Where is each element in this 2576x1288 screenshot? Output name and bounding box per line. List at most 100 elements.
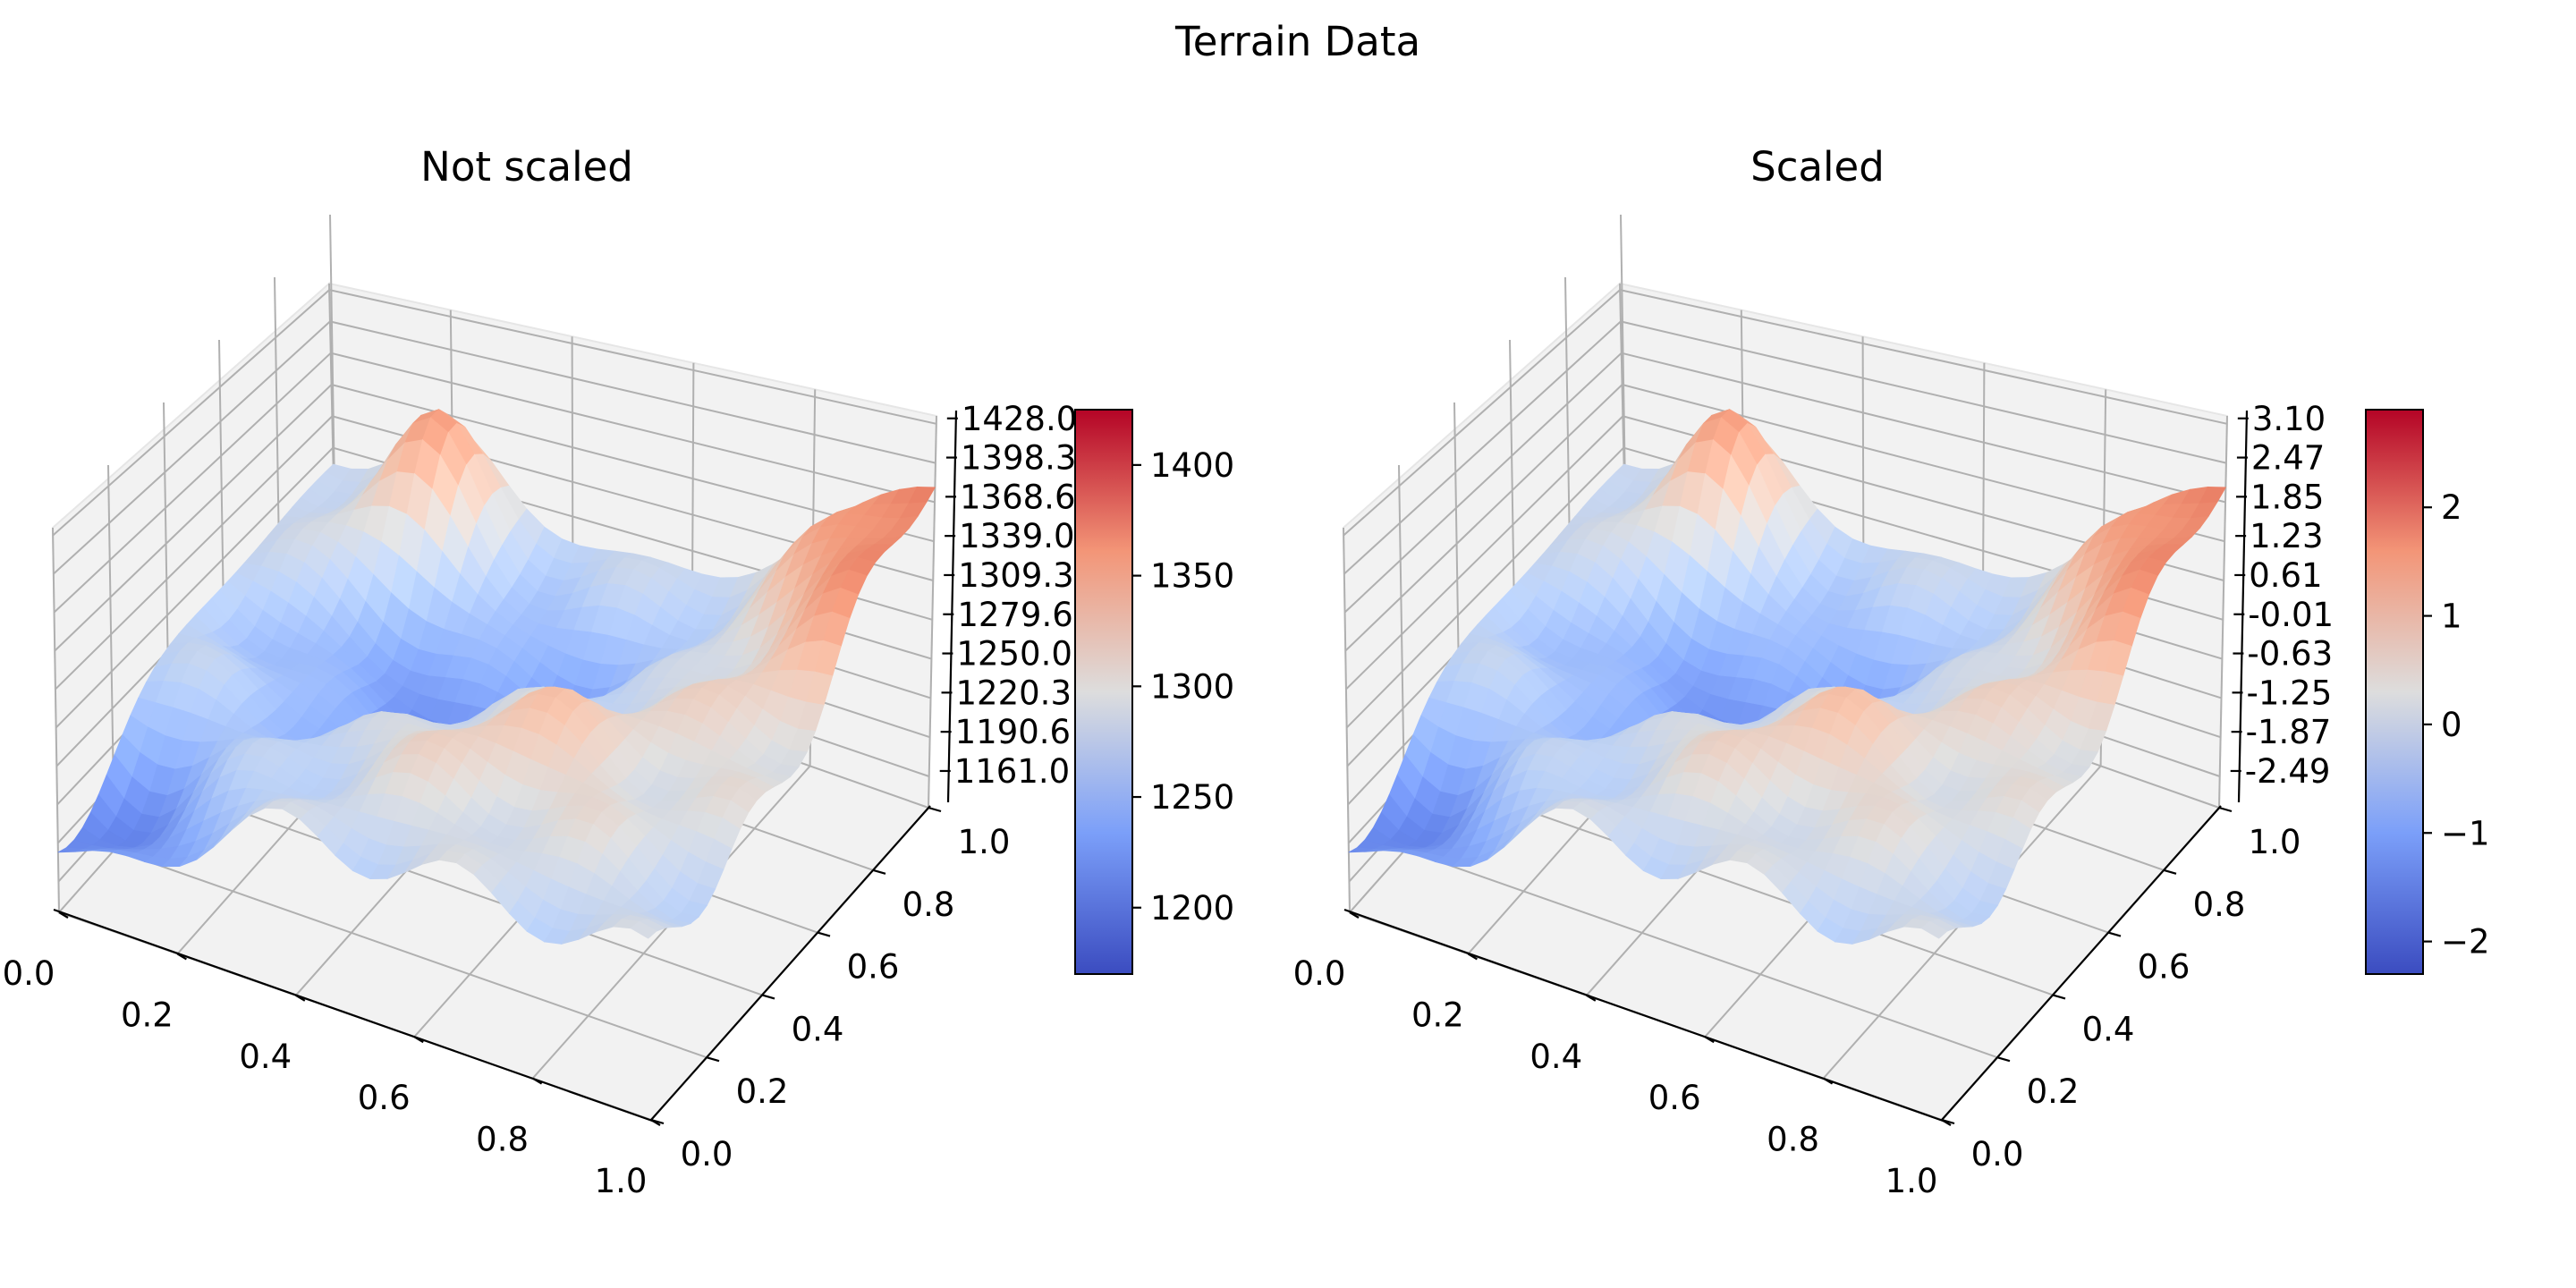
z-tick-label: -1.25 <box>2247 674 2333 712</box>
y-tick-label: 0.0 <box>1971 1135 2024 1174</box>
x-tick <box>1586 994 1597 1002</box>
colorbar-tick-label: 1350 <box>1150 557 1234 596</box>
y-tick <box>2163 869 2177 875</box>
y-tick-label: 0.4 <box>2082 1010 2135 1048</box>
y-tick <box>817 931 831 937</box>
colorbar: −2 −1 0 1 2 <box>2365 409 2490 975</box>
panel-title: Not scaled <box>420 143 633 191</box>
x-tick-label: 0.0 <box>3 954 55 993</box>
x-tick-label: 0.0 <box>1293 954 1346 993</box>
x-tick <box>1823 1077 1834 1085</box>
z-axis-line <box>2237 410 2249 803</box>
x-tick-label: 0.8 <box>1767 1121 1819 1159</box>
colorbar-tick-label: 1 <box>2441 597 2462 636</box>
panel-title: Scaled <box>1750 143 1885 191</box>
colorbar-tick-label: 0 <box>2441 706 2462 744</box>
y-tick <box>761 994 775 1000</box>
z-tick-label: 1190.6 <box>955 713 1071 751</box>
z-tick-label: 3.10 <box>2252 400 2326 438</box>
panel-not-scaled: 0.00.20.40.60.81.00.00.20.40.60.81.01161… <box>3 143 1235 1200</box>
z-axis-line <box>946 410 958 803</box>
x-axis-line <box>1343 908 1946 1123</box>
y-tick <box>872 869 886 875</box>
colorbar: 1200 1250 1300 1350 1400 <box>1074 409 1234 975</box>
colorbar-gradient <box>2366 410 2423 974</box>
grid-z <box>1343 352 2226 614</box>
grid-floor-y <box>1404 849 1998 1059</box>
grid-back-x <box>928 415 937 809</box>
grid-z <box>1345 415 2224 691</box>
z-tick-label: -2.49 <box>2245 752 2331 791</box>
z-tick-label: 1220.3 <box>956 674 1072 712</box>
x-tick-label: 0.2 <box>121 996 174 1034</box>
colorbar-frame <box>2365 409 2424 975</box>
grid-z <box>55 415 934 691</box>
x-axis-line <box>53 908 656 1123</box>
y-tick-label: 0.8 <box>2193 886 2246 924</box>
z-tick-label: 1.23 <box>2250 517 2323 555</box>
y-tick-label: 1.0 <box>958 823 1011 861</box>
colorbar-tick-label: −1 <box>2441 814 2490 852</box>
z-tick-label: 1339.0 <box>959 517 1074 555</box>
x-tick <box>1349 911 1360 919</box>
z-tick-label: -0.63 <box>2247 635 2333 674</box>
x-tick <box>532 1077 543 1085</box>
y-tick-label: 0.8 <box>902 886 955 924</box>
x-tick-label: 1.0 <box>595 1162 648 1200</box>
z-tick-label: 1368.6 <box>960 478 1075 516</box>
x-tick-label: 0.4 <box>239 1038 292 1076</box>
grid-back-x <box>2218 415 2228 809</box>
grid-z <box>1343 289 2228 537</box>
colorbar-tick-label: 2 <box>2441 488 2462 527</box>
panel-scaled: 0.00.20.40.60.81.00.00.20.40.60.81.0-2.4… <box>1293 143 2490 1200</box>
grid-z <box>54 383 935 652</box>
grid-floor-y <box>114 849 708 1059</box>
grid-z <box>55 446 933 729</box>
surface <box>1348 409 2227 945</box>
z-tick-label: 0.61 <box>2249 556 2322 595</box>
y-tick-label: 0.0 <box>681 1135 733 1174</box>
x-tick <box>1467 953 1478 961</box>
z-tick-label: 2.47 <box>2251 439 2325 478</box>
z-tick-label: 1398.3 <box>961 439 1076 478</box>
grid-z <box>52 289 937 537</box>
x-tick-label: 0.6 <box>1648 1079 1701 1117</box>
x-tick-label: 0.2 <box>1411 996 1464 1034</box>
grid-z <box>1343 320 2227 575</box>
y-tick-label: 0.2 <box>736 1072 789 1111</box>
z-tick-label: -0.01 <box>2248 596 2334 634</box>
surface-facet <box>630 920 657 939</box>
x-tick <box>413 1036 424 1044</box>
y-tick <box>2052 994 2066 1000</box>
y-tick-label: 0.6 <box>847 948 900 987</box>
colorbar-frame <box>1074 409 1133 975</box>
y-tick-label: 0.2 <box>2027 1072 2080 1111</box>
grid-left-y <box>1343 527 1351 913</box>
colorbar-gradient <box>1075 410 1132 974</box>
y-tick-label: 0.6 <box>2138 948 2190 987</box>
z-tick-label: 1.85 <box>2250 478 2324 516</box>
grid-left-y <box>52 527 60 913</box>
z-tick-label: 1428.0 <box>962 400 1077 438</box>
y-tick <box>1996 1056 2011 1063</box>
surface <box>57 409 936 945</box>
y-tick <box>2107 931 2122 937</box>
x-tick <box>58 911 69 919</box>
x-tick-label: 1.0 <box>1885 1162 1938 1200</box>
y-axis-line <box>1941 805 2222 1121</box>
colorbar-tick-label: 1400 <box>1150 446 1234 485</box>
x-tick-label: 0.6 <box>358 1079 411 1117</box>
y-tick <box>928 806 942 813</box>
colorbar-tick-label: 1200 <box>1150 889 1234 928</box>
x-tick <box>295 994 306 1002</box>
x-tick <box>1704 1036 1715 1044</box>
x-tick-label: 0.8 <box>476 1121 529 1159</box>
y-tick <box>2218 806 2233 813</box>
figure-title: Terrain Data <box>1174 18 1420 65</box>
colorbar-tick-label: −2 <box>2441 923 2490 962</box>
y-tick <box>650 1118 665 1125</box>
z-tick-label: 1279.6 <box>957 596 1072 634</box>
x-tick <box>176 953 187 961</box>
x-tick-label: 0.4 <box>1530 1038 1582 1076</box>
